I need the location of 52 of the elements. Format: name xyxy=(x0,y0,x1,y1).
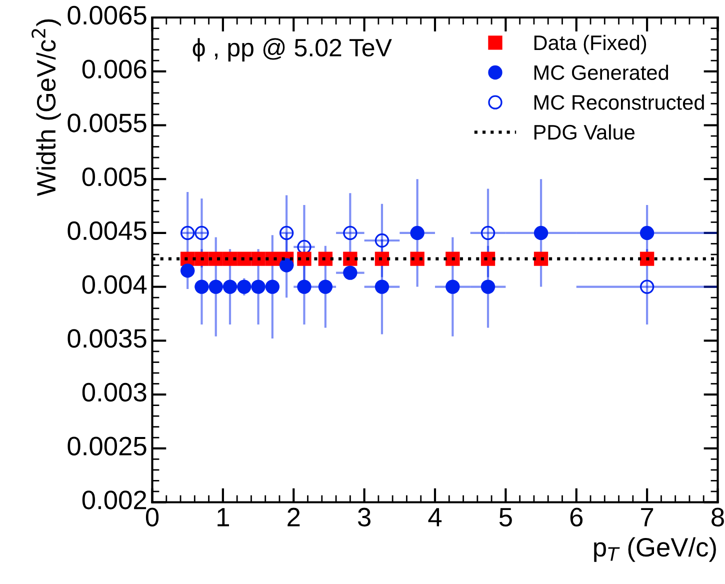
point xyxy=(374,280,390,294)
y-tick-label: 0.004 xyxy=(82,275,147,294)
x-tick-label: 3 xyxy=(358,508,370,526)
x-tick-label: 1 xyxy=(218,508,229,526)
y-tick-label: 0.003 xyxy=(82,382,146,402)
y-tick-label: 0.0025 xyxy=(68,436,146,456)
point xyxy=(194,252,209,266)
point xyxy=(222,280,238,294)
x-tick-label: 4 xyxy=(428,508,442,526)
point xyxy=(640,280,654,294)
y-axis-title: Width (GeV/c$^{2}$) xyxy=(32,19,61,196)
point xyxy=(279,258,294,272)
x-tick-label: 8 xyxy=(712,508,724,526)
legend-label: PDG Value xyxy=(534,124,634,140)
annotation: ϕ , pp @ 5.02 TeV xyxy=(192,38,392,62)
point xyxy=(640,226,654,240)
point xyxy=(640,252,654,266)
y-tick-label: 0.0045 xyxy=(68,221,146,240)
y-tick-label: 0.0035 xyxy=(68,329,146,348)
y-tick-label: 0.0065 xyxy=(68,6,146,25)
x-tick-label: 7 xyxy=(641,508,654,526)
point xyxy=(480,280,496,294)
legend-label: MC Generated xyxy=(534,64,668,80)
x-tick-label: 6 xyxy=(570,508,583,526)
y-tick-label: 0.002 xyxy=(82,490,146,510)
point xyxy=(237,252,252,266)
point xyxy=(534,252,548,266)
point xyxy=(410,226,424,240)
x-axis-title: p$_{T}$ (GeV/c) xyxy=(594,537,716,562)
point xyxy=(251,252,266,266)
point xyxy=(343,252,358,266)
point xyxy=(318,280,333,294)
point xyxy=(374,252,390,266)
point xyxy=(480,226,496,240)
point xyxy=(180,264,195,278)
point xyxy=(318,252,333,266)
legend-label: MC Reconstructed xyxy=(534,94,704,110)
point xyxy=(446,252,460,266)
point xyxy=(446,280,460,294)
point xyxy=(534,226,548,240)
x-tick-label: 5 xyxy=(499,508,512,526)
y-tick-label: 0.006 xyxy=(82,60,146,78)
point xyxy=(343,226,358,240)
x-tick-label: 0 xyxy=(146,508,159,526)
point xyxy=(297,280,312,294)
legend-label: Data (Fixed) xyxy=(534,34,646,54)
point xyxy=(343,266,358,280)
y-tick-label: 0.005 xyxy=(82,167,146,186)
point xyxy=(374,233,390,248)
x-tick-label: 2 xyxy=(288,508,300,526)
y-tick-label: 0.0055 xyxy=(68,114,146,132)
point xyxy=(279,226,294,240)
